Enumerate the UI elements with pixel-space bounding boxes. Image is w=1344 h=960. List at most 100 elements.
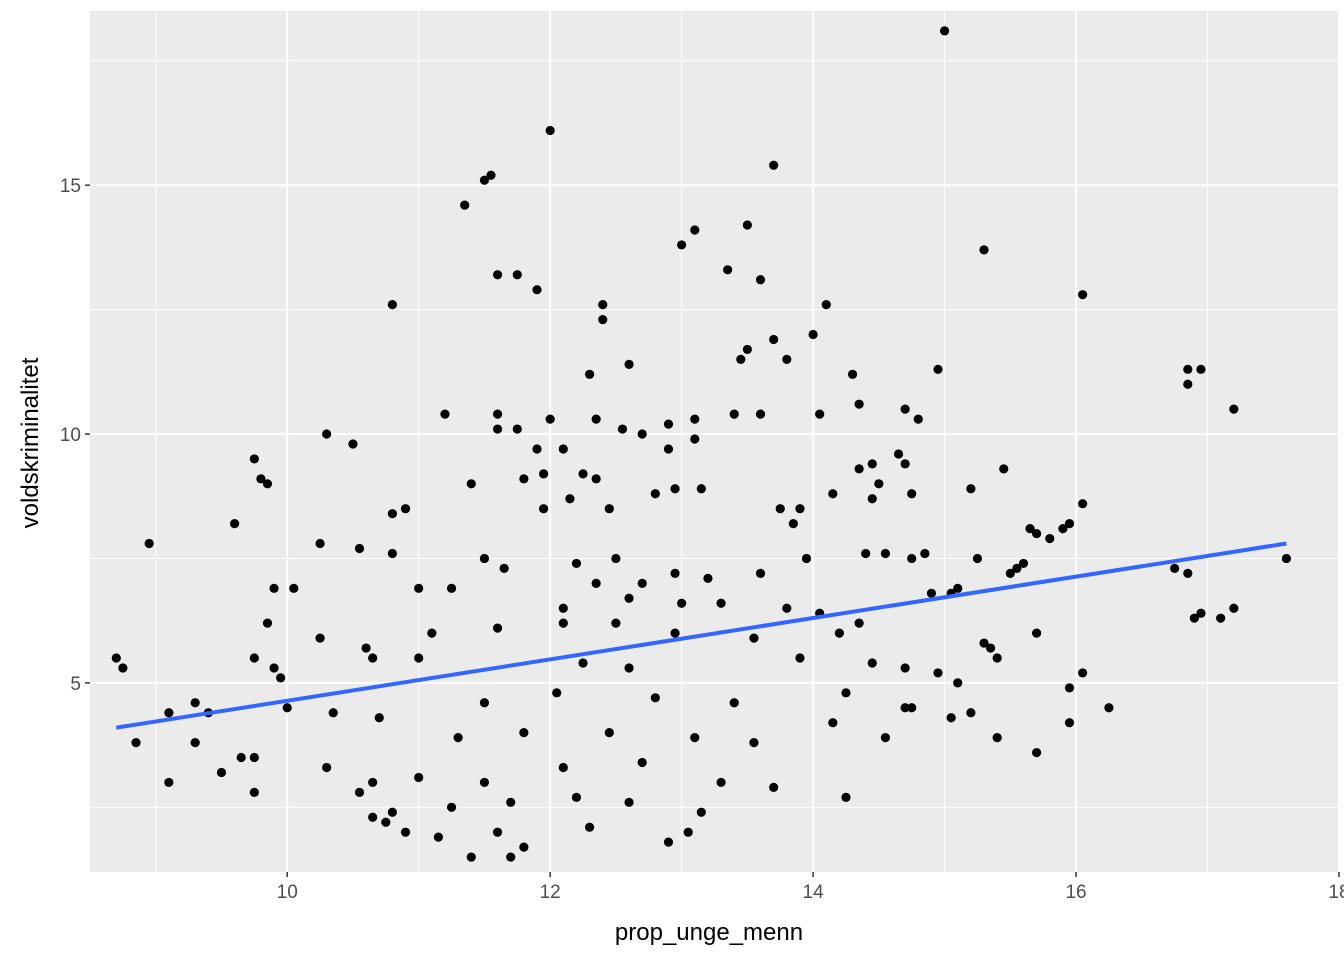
data-point: [499, 563, 509, 574]
data-point: [716, 598, 726, 608]
data-point: [624, 663, 634, 673]
data-point: [933, 364, 943, 374]
data-point: [742, 344, 752, 355]
data-point: [585, 822, 595, 832]
data-point: [1058, 523, 1068, 534]
data-point: [368, 812, 378, 822]
data-point: [538, 469, 549, 479]
data-point: [663, 837, 674, 847]
data-point: [979, 638, 989, 648]
data-point: [769, 160, 779, 170]
data-point: [907, 489, 917, 499]
data-point: [144, 538, 154, 549]
data-point: [611, 553, 621, 564]
data-point: [900, 404, 910, 414]
data-point: [512, 424, 522, 434]
data-point: [368, 653, 378, 663]
data-point: [519, 474, 529, 484]
y-axis-ticks: 5 10 15: [60, 176, 90, 695]
data-point: [262, 479, 273, 489]
data-point: [1005, 568, 1015, 578]
data-point: [808, 329, 818, 340]
data-point: [532, 444, 542, 454]
data-point: [354, 543, 365, 554]
data-point: [1078, 668, 1088, 678]
data-point: [946, 713, 956, 723]
data-point: [650, 693, 660, 703]
data-point: [479, 777, 490, 788]
data-point: [690, 225, 700, 235]
data-point: [782, 354, 792, 364]
data-point: [1170, 563, 1180, 574]
data-point: [663, 419, 674, 429]
data-point: [328, 708, 338, 718]
data-point: [900, 663, 910, 673]
data-point: [670, 628, 680, 638]
data-point: [322, 762, 332, 773]
data-point: [558, 762, 568, 773]
data-point: [506, 852, 516, 862]
data-point: [519, 728, 529, 738]
data-point: [164, 777, 174, 788]
data-point: [992, 733, 1002, 743]
data-point: [795, 653, 805, 663]
data-point: [854, 399, 864, 409]
data-point: [585, 369, 595, 379]
data-point: [861, 548, 871, 559]
data-point: [828, 718, 838, 728]
data-point: [460, 200, 470, 210]
data-point: [650, 489, 660, 499]
data-point: [440, 409, 450, 419]
data-point: [282, 703, 292, 713]
data-point: [479, 553, 490, 564]
data-point: [999, 464, 1009, 474]
data-point: [677, 598, 687, 608]
data-point: [164, 708, 174, 718]
data-point: [624, 797, 634, 807]
data-point: [387, 548, 397, 559]
data-point: [920, 548, 930, 559]
x-tick-label: 10: [277, 882, 298, 903]
data-point: [1064, 519, 1075, 529]
data-point: [755, 275, 766, 285]
data-point: [1104, 703, 1114, 713]
data-point: [841, 688, 851, 698]
data-point: [545, 125, 555, 136]
data-point: [966, 708, 976, 718]
data-point: [926, 588, 937, 598]
plot-panel: [90, 11, 1339, 872]
data-point: [933, 668, 943, 678]
data-point: [769, 334, 779, 345]
data-point: [512, 270, 522, 280]
data-point: [387, 807, 397, 817]
data-point: [953, 583, 963, 593]
data-point: [446, 802, 457, 812]
data-point: [900, 703, 910, 713]
data-point: [854, 618, 864, 628]
data-point: [111, 653, 121, 663]
data-point: [486, 170, 496, 180]
data-point: [742, 220, 752, 230]
data-point: [414, 583, 424, 593]
data-point: [828, 489, 838, 499]
data-point: [907, 553, 917, 564]
x-tick-label: 14: [803, 882, 825, 903]
data-point: [1183, 568, 1193, 578]
data-point: [118, 663, 128, 673]
data-point: [880, 548, 891, 559]
data-point: [992, 653, 1002, 663]
data-point: [598, 300, 608, 310]
data-point: [492, 424, 503, 434]
data-point: [190, 738, 200, 748]
y-tick-label: 10: [60, 425, 81, 446]
data-point: [256, 474, 266, 484]
data-point: [492, 827, 503, 837]
data-point: [867, 459, 877, 469]
data-point: [558, 603, 568, 613]
data-point: [361, 643, 371, 653]
x-tick-label: 18: [1328, 882, 1344, 903]
data-point: [446, 583, 457, 593]
data-point: [1183, 379, 1193, 389]
data-point: [1196, 608, 1206, 618]
